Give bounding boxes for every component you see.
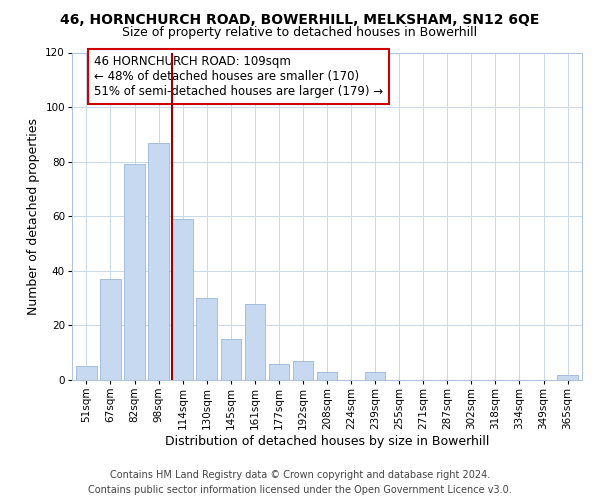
Bar [245, 304, 265, 380]
Bar [269, 364, 289, 380]
Bar [76, 366, 97, 380]
Bar [365, 372, 385, 380]
Bar [148, 142, 169, 380]
Bar [124, 164, 145, 380]
Bar [100, 279, 121, 380]
Text: Contains HM Land Registry data © Crown copyright and database right 2024.
Contai: Contains HM Land Registry data © Crown c… [88, 470, 512, 495]
Bar [221, 339, 241, 380]
Bar [317, 372, 337, 380]
X-axis label: Distribution of detached houses by size in Bowerhill: Distribution of detached houses by size … [165, 434, 489, 448]
Bar [557, 374, 578, 380]
Bar [196, 298, 217, 380]
Bar [172, 219, 193, 380]
Y-axis label: Number of detached properties: Number of detached properties [27, 118, 40, 315]
Text: Size of property relative to detached houses in Bowerhill: Size of property relative to detached ho… [122, 26, 478, 39]
Text: 46 HORNCHURCH ROAD: 109sqm
← 48% of detached houses are smaller (170)
51% of sem: 46 HORNCHURCH ROAD: 109sqm ← 48% of deta… [94, 55, 383, 98]
Text: 46, HORNCHURCH ROAD, BOWERHILL, MELKSHAM, SN12 6QE: 46, HORNCHURCH ROAD, BOWERHILL, MELKSHAM… [61, 12, 539, 26]
Bar [293, 361, 313, 380]
